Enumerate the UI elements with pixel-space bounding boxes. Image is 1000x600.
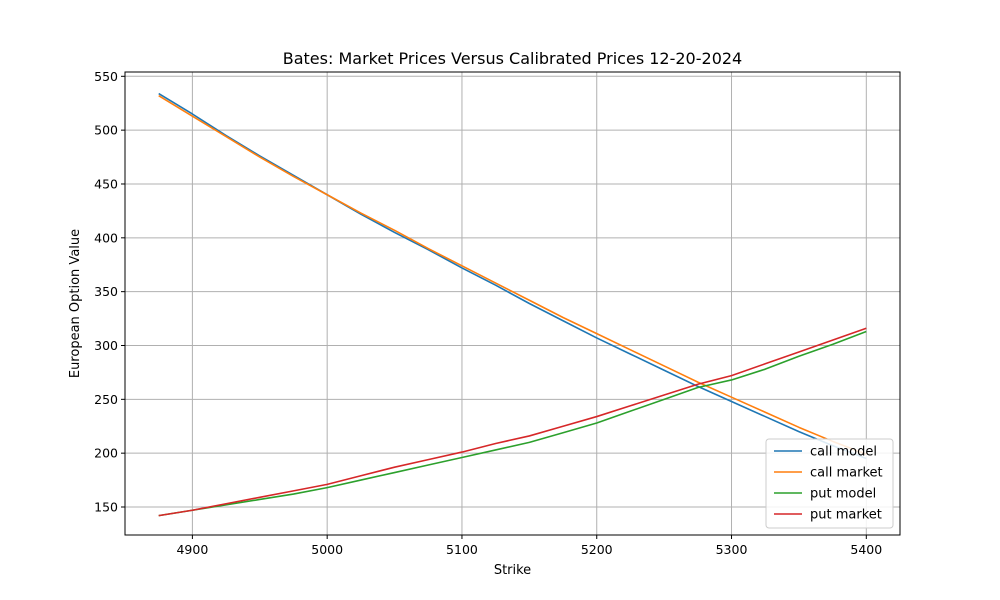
y-tick-label: 150: [94, 500, 118, 515]
series-lines: [158, 92, 867, 517]
x-tick-label: 5200: [581, 542, 613, 557]
legend-label-call-market: call market: [810, 466, 883, 481]
series-line-call-model: [158, 92, 867, 460]
x-axis-label: Strike: [494, 563, 531, 578]
x-tick-label: 5100: [446, 542, 478, 557]
y-tick-label: 550: [94, 69, 118, 84]
chart-title: Bates: Market Prices Versus Calibrated P…: [283, 49, 742, 68]
y-axis-label: European Option Value: [68, 229, 83, 378]
legend-label-put-market: put market: [810, 508, 882, 523]
y-tick-label: 300: [94, 338, 118, 353]
y-tick-label: 350: [94, 284, 118, 299]
legend-label-put-model: put model: [810, 487, 876, 502]
series-line-put-model: [158, 330, 867, 517]
y-tick-label: 250: [94, 392, 118, 407]
axis-ticks: 4900 5000 5100 5200 5300 5400 150 200 250 300 350 4…: [94, 69, 882, 557]
legend-label-call-model: call model: [810, 445, 877, 460]
series-line-put-market: [158, 327, 867, 517]
series-line-call-market: [158, 95, 867, 455]
plot-frame: [124, 71, 901, 536]
y-tick-label: 200: [94, 446, 118, 461]
x-tick-label: 5000: [311, 542, 343, 557]
x-tick-label: 4900: [176, 542, 208, 557]
y-tick-label: 450: [94, 176, 118, 191]
y-tick-label: 400: [94, 230, 118, 245]
legend-box: [765, 438, 894, 529]
legend: call model call market put model put market: [765, 438, 894, 529]
x-tick-label: 5400: [850, 542, 882, 557]
x-tick-label: 5300: [716, 542, 748, 557]
y-tick-label: 500: [94, 123, 118, 138]
